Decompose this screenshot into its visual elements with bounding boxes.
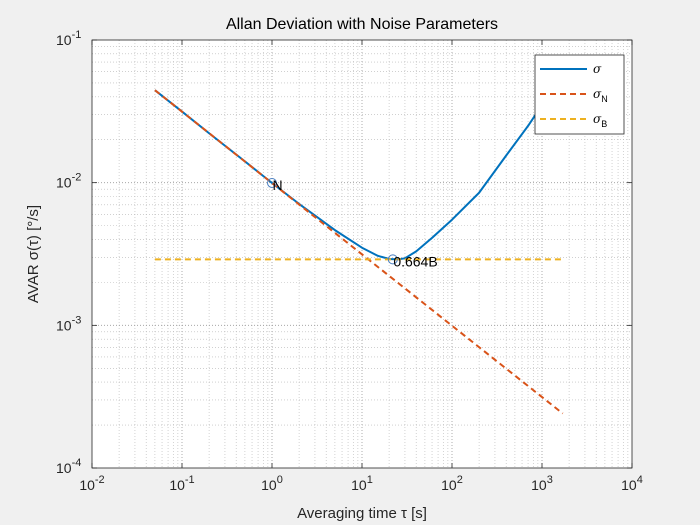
annotation-label: N: [273, 177, 283, 193]
x-tick-label: 100: [261, 474, 283, 493]
y-tick-label: 10-1: [56, 29, 81, 48]
annotation-label: 0.664B: [393, 253, 437, 269]
series-line-n: [154, 89, 564, 415]
annotations-layer: N 0.664B: [267, 177, 438, 269]
x-tick-label: 10-2: [79, 474, 104, 493]
legend-entry: σN: [593, 87, 608, 104]
legend: σ σN σB: [534, 54, 625, 135]
y-tick-label: 10-2: [56, 172, 81, 191]
tick-labels: 10-2 10-1 100 101 102 103 104 10-4 10-3 10-2 10-1: [56, 29, 643, 493]
legend-box: [534, 54, 625, 135]
y-axis-label: AVAR σ(τ) [°/s]: [25, 205, 42, 303]
x-tick-label: 10-1: [169, 474, 194, 493]
annotation-marker: [267, 177, 277, 188]
x-tick-label: 103: [531, 474, 553, 493]
annotation-marker: [387, 254, 398, 265]
chart-title: Allan Deviation with Noise Parameters: [226, 16, 498, 33]
x-axis-label: Averaging time τ [s]: [297, 505, 427, 522]
x-tick-label: 101: [351, 474, 373, 493]
y-tick-label: 10-4: [56, 457, 81, 476]
x-tick-label: 104: [621, 474, 643, 493]
legend-entry: σ: [593, 62, 602, 76]
x-tick-label: 102: [441, 474, 463, 493]
legend-entry: σB: [593, 112, 607, 129]
y-tick-label: 10-3: [56, 314, 81, 333]
